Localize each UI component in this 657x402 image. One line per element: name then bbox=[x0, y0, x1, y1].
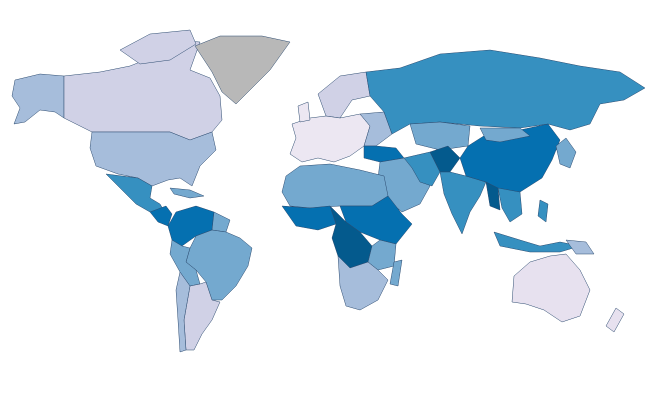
australia bbox=[511, 253, 591, 323]
myanmar bbox=[485, 181, 501, 211]
peru-bolivia bbox=[169, 239, 201, 287]
caribbean bbox=[169, 187, 205, 199]
indonesia bbox=[493, 231, 581, 253]
kazakhstan bbox=[409, 121, 471, 151]
southeast-asia bbox=[497, 187, 523, 223]
arctic-islands bbox=[119, 29, 197, 65]
chile bbox=[175, 271, 191, 353]
madagascar bbox=[389, 259, 403, 287]
southern-africa bbox=[337, 255, 389, 311]
west-africa bbox=[281, 205, 337, 231]
guianas bbox=[211, 211, 231, 233]
north-africa bbox=[281, 163, 389, 209]
philippines bbox=[537, 199, 549, 223]
central-america bbox=[149, 205, 173, 227]
usa bbox=[89, 131, 217, 187]
afghanistan bbox=[429, 145, 461, 173]
scandinavia bbox=[317, 71, 371, 119]
europe bbox=[289, 113, 371, 163]
alaska bbox=[11, 73, 65, 125]
greenland bbox=[194, 35, 291, 105]
mongolia bbox=[479, 127, 531, 143]
korea-japan bbox=[555, 137, 577, 169]
new-zealand bbox=[605, 307, 625, 333]
russia bbox=[365, 49, 646, 135]
uk bbox=[297, 101, 311, 123]
papua bbox=[565, 239, 595, 255]
india bbox=[439, 171, 487, 235]
